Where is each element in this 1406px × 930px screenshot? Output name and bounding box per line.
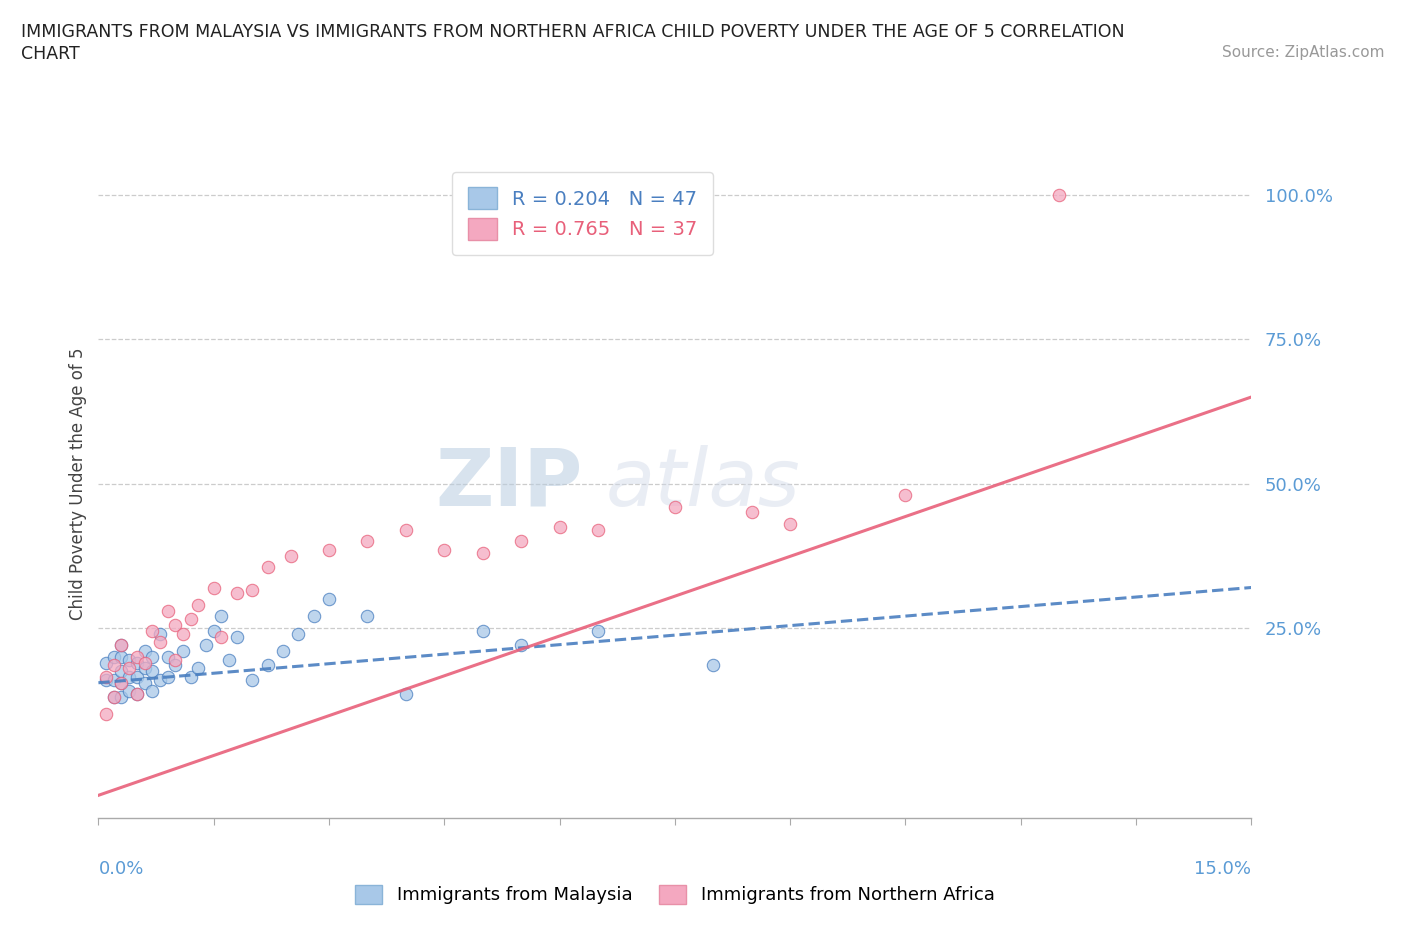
Point xyxy=(94,670,117,684)
Point xyxy=(280,549,302,564)
Point xyxy=(218,652,240,667)
Point xyxy=(125,687,148,702)
Point xyxy=(94,672,117,687)
Point xyxy=(702,658,724,673)
Point xyxy=(287,626,309,641)
Point xyxy=(149,672,172,687)
Point xyxy=(741,505,763,520)
Point xyxy=(172,644,194,658)
Point xyxy=(510,534,533,549)
Point xyxy=(141,664,163,679)
Point xyxy=(118,661,141,676)
Point xyxy=(187,661,209,676)
Legend: Immigrants from Malaysia, Immigrants from Northern Africa: Immigrants from Malaysia, Immigrants fro… xyxy=(347,878,1002,911)
Point xyxy=(664,499,686,514)
Point xyxy=(225,586,247,601)
Point xyxy=(240,672,263,687)
Point xyxy=(395,523,418,538)
Point xyxy=(156,604,179,618)
Point xyxy=(110,638,132,653)
Point xyxy=(110,690,132,705)
Point xyxy=(134,644,156,658)
Point xyxy=(302,609,325,624)
Point xyxy=(94,655,117,670)
Point xyxy=(165,618,187,632)
Point xyxy=(125,687,148,702)
Text: atlas: atlas xyxy=(606,445,800,523)
Point xyxy=(165,658,187,673)
Point xyxy=(356,534,378,549)
Point xyxy=(1047,188,1070,203)
Point xyxy=(548,520,571,535)
Text: Source: ZipAtlas.com: Source: ZipAtlas.com xyxy=(1222,45,1385,60)
Point xyxy=(110,649,132,664)
Point xyxy=(149,635,172,650)
Point xyxy=(141,684,163,698)
Point xyxy=(433,542,456,557)
Point xyxy=(318,591,340,606)
Point xyxy=(187,597,209,612)
Y-axis label: Child Poverty Under the Age of 5: Child Poverty Under the Age of 5 xyxy=(69,347,87,620)
Point xyxy=(110,638,132,653)
Point xyxy=(110,675,132,690)
Point xyxy=(172,626,194,641)
Point xyxy=(356,609,378,624)
Point xyxy=(125,670,148,684)
Point xyxy=(149,626,172,641)
Point xyxy=(103,672,125,687)
Point xyxy=(141,623,163,638)
Point xyxy=(225,629,247,644)
Point xyxy=(103,690,125,705)
Text: CHART: CHART xyxy=(21,45,80,62)
Point xyxy=(134,675,156,690)
Point xyxy=(125,655,148,670)
Point xyxy=(118,652,141,667)
Point xyxy=(471,545,494,560)
Point xyxy=(156,670,179,684)
Point xyxy=(586,523,609,538)
Point xyxy=(110,664,132,679)
Point xyxy=(318,542,340,557)
Point xyxy=(395,687,418,702)
Point xyxy=(586,623,609,638)
Point xyxy=(134,655,156,670)
Point xyxy=(209,629,232,644)
Point xyxy=(118,684,141,698)
Point xyxy=(141,649,163,664)
Text: IMMIGRANTS FROM MALAYSIA VS IMMIGRANTS FROM NORTHERN AFRICA CHILD POVERTY UNDER : IMMIGRANTS FROM MALAYSIA VS IMMIGRANTS F… xyxy=(21,23,1125,41)
Point xyxy=(202,623,225,638)
Point xyxy=(894,487,917,502)
Text: 0.0%: 0.0% xyxy=(98,860,143,878)
Point xyxy=(779,516,801,531)
Point xyxy=(118,670,141,684)
Point xyxy=(103,649,125,664)
Point xyxy=(256,560,278,575)
Point xyxy=(209,609,232,624)
Point xyxy=(180,612,202,627)
Point xyxy=(180,670,202,684)
Point xyxy=(195,638,218,653)
Text: ZIP: ZIP xyxy=(436,445,582,523)
Point xyxy=(471,623,494,638)
Point xyxy=(256,658,278,673)
Point xyxy=(510,638,533,653)
Point xyxy=(202,580,225,595)
Legend: R = 0.204   N = 47, R = 0.765   N = 37: R = 0.204 N = 47, R = 0.765 N = 37 xyxy=(453,172,713,255)
Text: 15.0%: 15.0% xyxy=(1194,860,1251,878)
Point xyxy=(165,652,187,667)
Point xyxy=(240,583,263,598)
Point xyxy=(103,658,125,673)
Point xyxy=(110,675,132,690)
Point xyxy=(271,644,294,658)
Point xyxy=(103,690,125,705)
Point xyxy=(134,661,156,676)
Point xyxy=(125,649,148,664)
Point xyxy=(94,707,117,722)
Point xyxy=(156,649,179,664)
